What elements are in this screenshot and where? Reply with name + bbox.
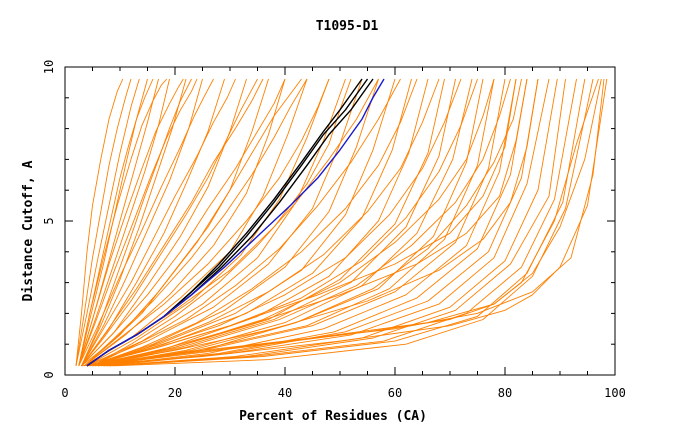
series-line-orange-24 xyxy=(97,78,495,367)
series-line-orange-14 xyxy=(86,78,346,367)
series-line-orange-0 xyxy=(75,78,124,366)
x-tick-label: 0 xyxy=(61,386,68,400)
series-line-orange-23 xyxy=(97,78,484,367)
series-line-orange-2 xyxy=(75,78,140,366)
x-tick-label: 80 xyxy=(498,386,512,400)
x-tick-label: 100 xyxy=(604,386,626,400)
series-line-orange-6 xyxy=(81,78,187,366)
series-line-orange-38 xyxy=(81,78,608,367)
y-axis-label: Distance Cutoff, A xyxy=(21,160,36,301)
series-line-orange-56 xyxy=(81,78,264,367)
y-tick-label: 5 xyxy=(42,217,56,224)
series-line-orange-19 xyxy=(92,78,429,367)
series-line-orange-28 xyxy=(103,78,539,367)
series-line-orange-47 xyxy=(92,78,401,367)
series-layer xyxy=(75,78,608,367)
series-line-orange-37 xyxy=(92,78,599,367)
series-line-orange-33 xyxy=(111,78,586,367)
series-line-orange-57 xyxy=(81,78,236,367)
series-line-orange-21 xyxy=(95,78,456,367)
series-line-black-66 xyxy=(86,78,369,367)
x-tick-label: 20 xyxy=(168,386,182,400)
series-line-orange-27 xyxy=(103,78,528,367)
axis-ticks: 0 20 40 60 80 100 0 5 10 xyxy=(42,60,626,400)
x-tick-label: 40 xyxy=(278,386,292,400)
series-line-orange-54 xyxy=(83,78,308,367)
series-line-orange-50 xyxy=(86,78,462,367)
series-line-orange-34 xyxy=(114,78,594,367)
series-line-orange-5 xyxy=(78,78,170,366)
y-tick-label: 0 xyxy=(42,371,56,378)
series-line-orange-63 xyxy=(97,78,511,367)
series-line-orange-61 xyxy=(78,78,168,366)
series-line-orange-53 xyxy=(84,78,330,367)
series-line-orange-17 xyxy=(89,78,396,367)
series-line-orange-1 xyxy=(75,78,132,366)
series-line-orange-40 xyxy=(81,78,258,367)
series-line-orange-13 xyxy=(86,78,330,367)
x-axis-label: Percent of Residues (CA) xyxy=(239,409,427,424)
series-line-orange-18 xyxy=(92,78,412,367)
series-line-orange-46 xyxy=(92,78,379,367)
series-line-orange-8 xyxy=(81,78,225,367)
series-line-blue-68 xyxy=(86,78,385,367)
series-line-orange-44 xyxy=(86,78,528,367)
series-line-orange-51 xyxy=(86,78,478,367)
series-line-orange-30 xyxy=(106,78,558,367)
chart-title: T1095-D1 xyxy=(316,19,379,34)
series-line-orange-39 xyxy=(81,78,302,367)
series-line-orange-35 xyxy=(86,78,605,367)
series-line-orange-41 xyxy=(81,78,192,366)
series-line-orange-55 xyxy=(81,78,286,367)
y-tick-label: 10 xyxy=(42,60,56,74)
series-line-orange-48 xyxy=(89,78,418,367)
series-line-orange-11 xyxy=(84,78,286,367)
series-line-orange-49 xyxy=(89,78,440,367)
series-line-orange-45 xyxy=(86,78,539,367)
series-line-orange-64 xyxy=(103,78,522,367)
series-line-orange-62 xyxy=(97,78,495,367)
x-tick-label: 60 xyxy=(388,386,402,400)
series-line-orange-16 xyxy=(89,78,379,367)
series-line-orange-58 xyxy=(78,78,214,366)
series-line-orange-26 xyxy=(100,78,517,367)
series-line-orange-42 xyxy=(78,78,154,366)
series-line-orange-60 xyxy=(78,78,184,366)
series-line-orange-59 xyxy=(78,78,198,366)
series-line-orange-10 xyxy=(84,78,269,367)
